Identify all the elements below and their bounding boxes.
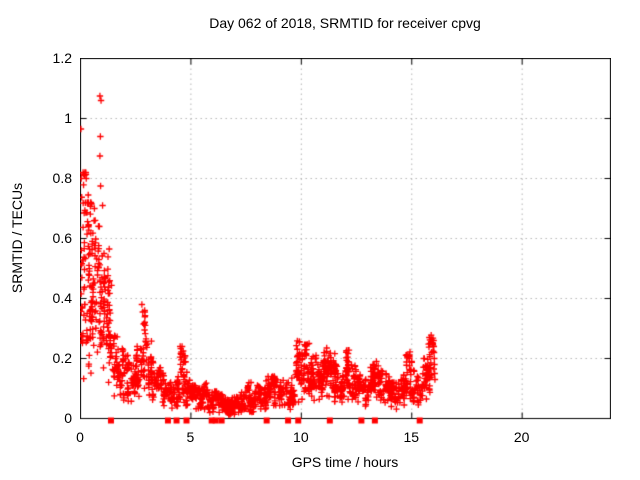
x-tick-label: 0	[76, 429, 84, 445]
chart-title: Day 062 of 2018, SRMTID for receiver cpv…	[209, 15, 481, 31]
x-tick-label: 15	[403, 429, 420, 445]
y-tick-label: 1	[64, 110, 72, 126]
plot-area-canvas	[80, 58, 611, 430]
y-tick-label: 0.4	[52, 290, 72, 306]
y-tick-label: 0.8	[52, 170, 72, 186]
x-axis-label: GPS time / hours	[291, 454, 399, 470]
x-tick-label: 5	[186, 429, 195, 445]
y-tick-label: 1.2	[52, 50, 72, 66]
x-tick-label: 20	[513, 429, 530, 445]
y-tick-label: 0.6	[52, 230, 72, 246]
x-tick-label: 10	[293, 429, 309, 445]
y-tick-label: 0.2	[52, 350, 72, 366]
y-tick-label: 0	[64, 410, 72, 426]
